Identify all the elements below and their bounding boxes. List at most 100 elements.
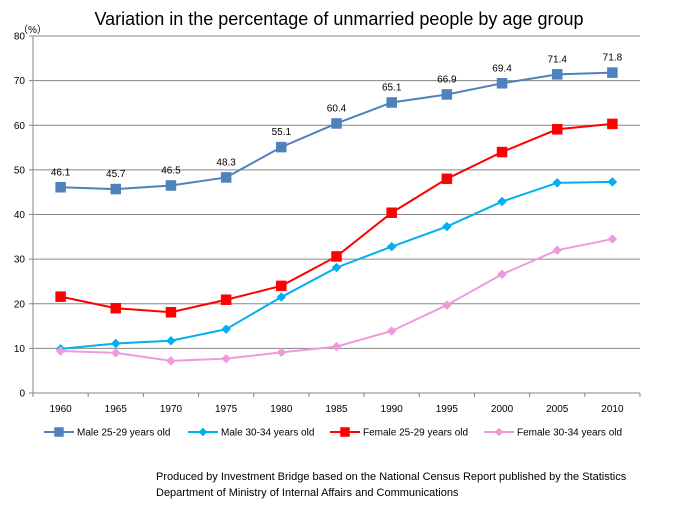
- data-label: 69.4: [492, 63, 512, 74]
- x-tick-label: 1980: [270, 404, 293, 415]
- data-label: 71.4: [547, 54, 567, 65]
- data-point: [331, 341, 342, 352]
- y-tick-label: 60: [14, 121, 26, 132]
- data-point: [386, 241, 397, 252]
- data-label: 55.1: [272, 127, 292, 138]
- data-point: [386, 207, 397, 218]
- data-point: [55, 346, 66, 356]
- y-tick-label: 10: [14, 344, 26, 355]
- data-point: [221, 353, 231, 364]
- data-point: [552, 177, 563, 188]
- data-label: 48.3: [216, 157, 236, 168]
- data-point: [221, 324, 231, 335]
- data-point: [551, 124, 563, 135]
- data-point: [496, 78, 508, 89]
- x-tick-label: 2000: [491, 404, 514, 415]
- data-point: [110, 183, 122, 195]
- legend-marker: [54, 427, 64, 437]
- data-point: [607, 67, 618, 78]
- data-point: [386, 326, 397, 336]
- legend-item-2: Male 30-34 years old: [188, 428, 314, 439]
- data-point: [497, 196, 507, 207]
- series-4: [55, 234, 618, 366]
- gridlines: [33, 35, 640, 349]
- x-tick-label: 2005: [546, 404, 569, 415]
- data-labels: 46.1 45.7 46.5 48.3 55.1 60.4 65.1 66.9 69.4 71.4…: [51, 53, 623, 180]
- data-point: [607, 118, 618, 130]
- x-tick-label: 1970: [160, 404, 183, 415]
- legend-marker: [494, 427, 504, 437]
- legend-label: Female 30-34 years old: [517, 428, 622, 439]
- x-tick-label: 1990: [381, 404, 404, 415]
- x-tick-label: 1985: [325, 404, 348, 415]
- data-point: [607, 234, 618, 244]
- data-label: 46.5: [161, 165, 181, 176]
- legend: Male 25-29 years old Male 30-34 years old…: [44, 427, 622, 439]
- x-tick-label: 1960: [49, 404, 72, 415]
- series-group: [55, 67, 618, 366]
- y-tick-label: 0: [19, 389, 25, 400]
- data-point: [166, 356, 176, 366]
- data-label: 46.1: [51, 167, 71, 178]
- data-point: [441, 173, 453, 185]
- data-label: 65.1: [382, 82, 402, 93]
- x-tick-label: 2010: [601, 404, 624, 415]
- data-point: [331, 262, 342, 273]
- data-point: [276, 347, 287, 358]
- legend-item-4: Female 30-34 years old: [484, 428, 622, 439]
- data-point: [110, 302, 122, 314]
- legend-marker: [198, 427, 208, 437]
- y-tick-label: 70: [14, 76, 26, 87]
- y-tick-labels: 0 10 20 30 40 50 60 70 80: [14, 32, 26, 400]
- chart-title: Variation in the percentage of unmarried…: [95, 9, 584, 29]
- data-label: 60.4: [327, 103, 347, 114]
- data-point: [331, 251, 342, 262]
- data-point: [220, 172, 232, 183]
- data-point: [55, 182, 66, 193]
- legend-marker: [340, 427, 350, 437]
- data-point: [166, 335, 176, 346]
- series-2: [55, 177, 618, 354]
- data-point: [55, 291, 66, 302]
- data-point: [442, 221, 452, 232]
- source-note: Produced by Investment Bridge based on t…: [156, 469, 676, 501]
- y-tick-label: 80: [14, 32, 26, 43]
- data-point: [276, 280, 287, 292]
- data-point: [276, 292, 287, 302]
- legend-item-3: Female 25-29 years old: [330, 427, 468, 439]
- source-line-2: Department of Ministry of Internal Affai…: [156, 487, 459, 499]
- data-point: [607, 177, 618, 187]
- y-axis-unit: （%）: [18, 24, 47, 36]
- x-tick-labels: 1960 1965 1970 1975 1980 1985 1990 1995 2000 2005…: [49, 404, 624, 415]
- y-tick-label: 30: [14, 255, 26, 266]
- series-line: [60, 71, 613, 191]
- data-point: [220, 294, 232, 305]
- y-tick-label: 40: [14, 210, 26, 221]
- series-3: [55, 118, 618, 318]
- data-point: [496, 146, 508, 158]
- x-tick-label: 1995: [436, 404, 459, 415]
- y-tick-label: 20: [14, 299, 26, 310]
- data-point: [552, 245, 563, 256]
- data-point: [276, 141, 287, 153]
- data-point: [331, 118, 342, 129]
- data-point: [165, 180, 177, 191]
- data-label: 66.9: [437, 74, 457, 85]
- data-point: [442, 300, 452, 310]
- data-point: [110, 347, 121, 358]
- data-label: 71.8: [603, 53, 623, 64]
- data-point: [165, 306, 177, 318]
- series-line: [60, 122, 613, 314]
- data-label: 45.7: [106, 169, 126, 180]
- data-point: [386, 97, 397, 108]
- series-1: [55, 67, 618, 195]
- data-point: [551, 69, 563, 80]
- data-point: [441, 89, 453, 100]
- source-line-1: Produced by Investment Bridge based on t…: [156, 471, 627, 483]
- x-tick-label: 1965: [105, 404, 128, 415]
- legend-label: Male 30-34 years old: [221, 428, 314, 439]
- data-point: [110, 338, 121, 349]
- legend-label: Male 25-29 years old: [77, 428, 170, 439]
- x-tick-label: 1975: [215, 404, 238, 415]
